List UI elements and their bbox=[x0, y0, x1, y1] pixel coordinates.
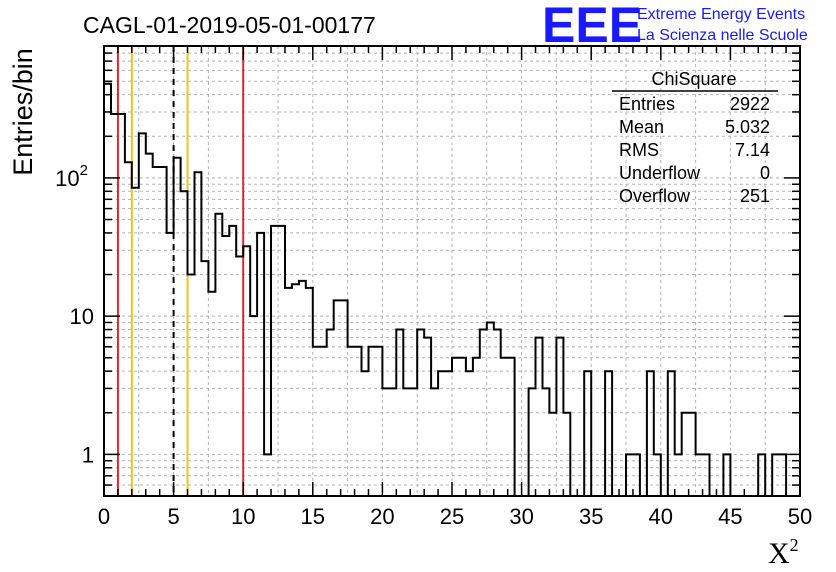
x-tick-label: 10 bbox=[231, 504, 255, 529]
axis-ticks bbox=[103, 46, 801, 496]
x-tick-label: 25 bbox=[440, 504, 464, 529]
reference-lines bbox=[116, 46, 245, 496]
eee-logo-mark: EEE bbox=[542, 0, 642, 53]
y-tick-label: 1 bbox=[82, 442, 94, 467]
x-tick-label: 50 bbox=[788, 504, 812, 529]
x-tick-labels: 0 5 10 15 20 25 30 35 40 45 50 bbox=[98, 504, 812, 529]
stats-label: Underflow bbox=[619, 163, 701, 183]
histogram-outline bbox=[103, 82, 800, 497]
stats-box: ChiSquare Entries 2922 Mean 5.032 RMS 7.14 Und… bbox=[612, 69, 778, 206]
stats-label: Overflow bbox=[619, 186, 691, 206]
y-tick-label-exponent: 2 bbox=[80, 162, 88, 179]
x-axis-label-superscript: 2 bbox=[790, 535, 799, 555]
y-tick-label: 10 bbox=[70, 304, 94, 329]
x-axis-label: X2 bbox=[768, 535, 799, 570]
x-tick-label: 40 bbox=[649, 504, 673, 529]
stats-rows: Entries 2922 Mean 5.032 RMS 7.14 Underflow 0 Ove… bbox=[619, 94, 770, 206]
y-axis-label: Entries/bin bbox=[8, 48, 38, 176]
stats-name: ChiSquare bbox=[651, 69, 736, 89]
stats-value: 5.032 bbox=[725, 117, 770, 137]
stats-label: Entries bbox=[619, 94, 675, 114]
x-tick-label: 30 bbox=[509, 504, 533, 529]
x-tick-label: 5 bbox=[167, 504, 179, 529]
stats-value: 7.14 bbox=[735, 140, 770, 160]
stats-label: Mean bbox=[619, 117, 664, 137]
x-tick-label: 0 bbox=[98, 504, 110, 529]
x-axis-label-base: X bbox=[768, 537, 790, 570]
y-tick-label: 102 bbox=[55, 162, 88, 191]
x-tick-label: 45 bbox=[718, 504, 742, 529]
stats-value: 251 bbox=[740, 186, 770, 206]
stats-label: RMS bbox=[619, 140, 659, 160]
chart-title: CAGL-01-2019-05-01-00177 bbox=[83, 12, 376, 38]
stats-value: 0 bbox=[760, 163, 770, 183]
x-tick-label: 35 bbox=[579, 504, 603, 529]
eee-logo-line1: Extreme Energy Events bbox=[637, 6, 805, 23]
stats-value: 2922 bbox=[730, 94, 770, 114]
x-tick-label: 15 bbox=[301, 504, 325, 529]
y-tick-labels: 1 10 102 bbox=[55, 162, 94, 467]
eee-logo: EEE Extreme Energy Events La Scienza nel… bbox=[542, 0, 808, 53]
x-tick-label: 20 bbox=[370, 504, 394, 529]
eee-logo-line2: La Scienza nelle Scuole bbox=[637, 27, 808, 44]
